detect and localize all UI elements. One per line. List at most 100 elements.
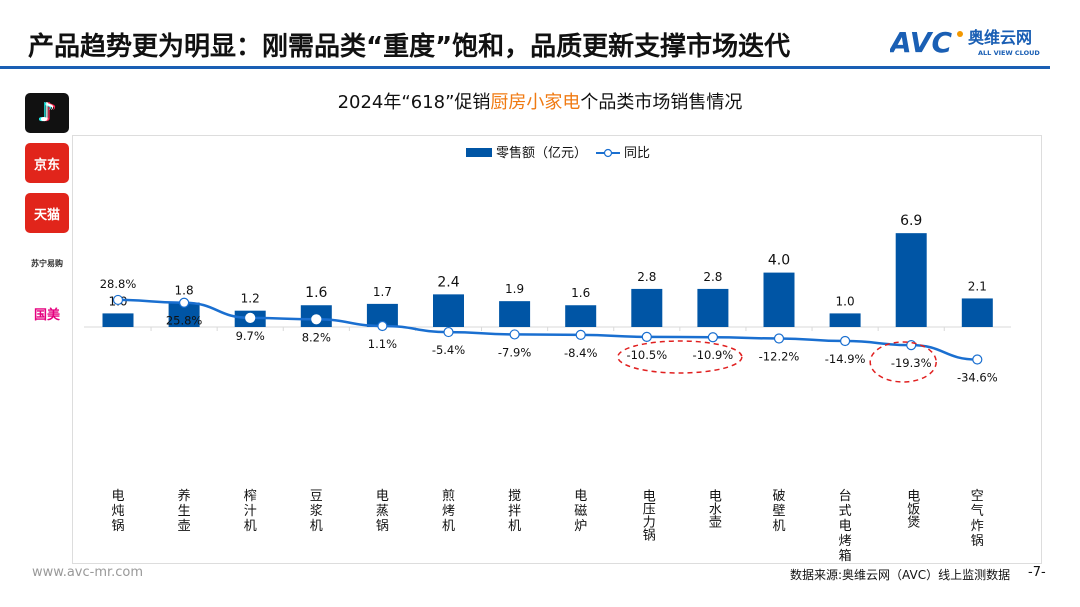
bar-value-label: 1.6 xyxy=(571,286,590,300)
category-label: 壁 xyxy=(772,504,785,519)
logo-cn: 奥维云网 xyxy=(968,28,1032,47)
yoy-value-label: -10.5% xyxy=(626,348,667,362)
category-label: 磁 xyxy=(574,504,587,519)
category-label: 空 xyxy=(971,489,984,504)
legend-bar-swatch xyxy=(466,148,492,157)
bar-value-label: 1.7 xyxy=(373,285,392,299)
yoy-value-label: -19.3% xyxy=(891,356,932,370)
category-label: 豆 xyxy=(310,489,323,504)
category-label: 蒸 xyxy=(376,504,389,519)
yoy-value-label: -8.4% xyxy=(564,346,597,360)
logo-avc: AVC xyxy=(890,26,952,59)
category-label: 电 xyxy=(376,489,389,504)
yoy-marker xyxy=(443,326,454,338)
category-label: 炉 xyxy=(574,519,587,534)
category-label: 烤 xyxy=(839,534,852,549)
bar-value-label: 1.9 xyxy=(505,282,524,296)
category-label: 烤 xyxy=(442,504,455,519)
highlight-ellipse xyxy=(617,340,743,374)
yoy-marker xyxy=(509,329,520,340)
category-label: 炖 xyxy=(111,504,124,519)
bar-value-label: 4.0 xyxy=(768,253,790,269)
bar xyxy=(631,288,663,327)
avc-logo: AVC 奥维云网 ALL VIEW CLOUD xyxy=(890,26,1040,59)
legend-line-label: 同比 xyxy=(624,146,650,161)
website-link[interactable]: www.avc-mr.com xyxy=(32,565,144,580)
yoy-marker xyxy=(179,297,190,308)
bar xyxy=(763,272,795,327)
data-source: 数据来源:奥维云网（AVC）线上监测数据 xyxy=(790,568,1011,582)
category-label: 机 xyxy=(310,519,323,534)
bar-value-label: 2.8 xyxy=(637,270,656,284)
category-label: 炸 xyxy=(971,519,984,534)
yoy-marker xyxy=(641,331,652,342)
category-label: 锅 xyxy=(111,518,124,534)
yoy-value-label: 9.7% xyxy=(236,329,265,343)
category-label: 养 xyxy=(178,488,191,504)
yoy-value-label: 1.1% xyxy=(368,337,397,351)
logo-en: ALL VIEW CLOUD xyxy=(978,49,1040,57)
chart-title-part: 个品类市场销售情况 xyxy=(580,92,743,113)
yoy-value-label: -7.9% xyxy=(498,345,531,359)
category-label: 破 xyxy=(772,489,785,504)
bar-value-label: 1.8 xyxy=(175,284,194,298)
yoy-marker xyxy=(311,314,322,325)
bar xyxy=(961,298,993,327)
chart-title: 2024年“618”促销厨房小家电个品类市场销售情况 xyxy=(0,88,1080,114)
yoy-value-label: -5.4% xyxy=(432,343,465,357)
bar xyxy=(433,294,464,327)
yoy-marker xyxy=(575,329,586,340)
legend-line-marker xyxy=(603,148,613,158)
yoy-marker xyxy=(377,320,388,332)
bar xyxy=(697,288,729,327)
yoy-marker xyxy=(773,333,785,344)
category-label: 汁 xyxy=(244,504,257,519)
category-label: 壶 xyxy=(178,519,191,534)
category-label: 机 xyxy=(244,519,257,534)
jd-icon: 京东 xyxy=(25,143,69,183)
bar xyxy=(499,301,531,327)
yoy-value-label: -34.6% xyxy=(957,371,998,385)
bar-value-label: 1.2 xyxy=(241,292,260,306)
category-label: 电饭煲 xyxy=(904,489,920,528)
category-label: 电 xyxy=(574,489,587,504)
bar-value-label: 2.1 xyxy=(968,279,987,293)
bar xyxy=(565,305,597,327)
yoy-marker xyxy=(245,312,256,323)
yoy-value-label: 25.8% xyxy=(166,314,203,328)
bar-value-label: 6.9 xyxy=(900,213,922,229)
category-label: 榨 xyxy=(244,488,257,504)
category-label: 机 xyxy=(508,519,521,534)
category-label: 生 xyxy=(178,504,191,519)
suning-icon: 苏宁易购 xyxy=(25,243,69,283)
bar xyxy=(895,233,927,327)
legend-bar-label: 零售额（亿元） xyxy=(496,145,587,161)
yoy-value-label: -10.9% xyxy=(693,348,734,362)
yoy-marker xyxy=(906,340,917,351)
bar-value-label: 2.4 xyxy=(437,274,459,290)
category-label: 气 xyxy=(971,503,984,519)
chart-title-part: 2024年“618”促销 xyxy=(337,92,491,113)
bar xyxy=(829,313,861,327)
tiktok-icon: ♪ xyxy=(25,93,69,133)
chart-frame xyxy=(72,135,1042,564)
category-label: 电压力锅 xyxy=(639,489,655,541)
category-label: 搅 xyxy=(508,488,521,504)
category-label: 台 xyxy=(839,489,852,504)
gome-icon: 国美 xyxy=(25,293,69,333)
bar-value-label: 1.0 xyxy=(836,294,855,308)
yoy-value-label: -14.9% xyxy=(825,352,866,366)
category-label: 浆 xyxy=(310,504,323,519)
page-number: -7- xyxy=(1028,565,1046,580)
title-divider xyxy=(0,66,1050,69)
tmall-icon: 天猫 xyxy=(25,193,69,233)
yoy-marker xyxy=(707,332,719,343)
slide-title: 产品趋势更为明显：刚需品类“重度”饱和，品质更新支撑市场迭代 xyxy=(28,32,791,62)
category-label: 锅 xyxy=(376,518,389,534)
category-label: 机 xyxy=(772,519,785,534)
category-label: 式 xyxy=(839,504,852,519)
category-label: 电 xyxy=(839,519,852,534)
bar-value-label: 2.8 xyxy=(703,270,722,284)
